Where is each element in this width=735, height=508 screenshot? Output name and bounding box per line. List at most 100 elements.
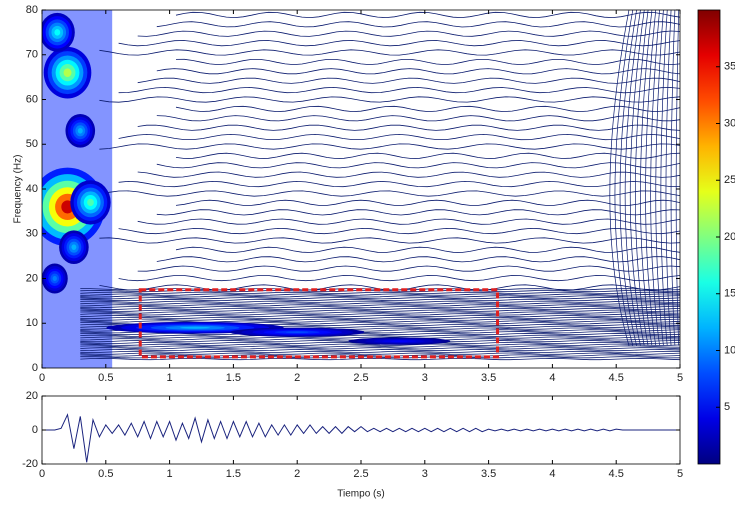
contour-line	[80, 334, 680, 337]
y-tick-label: -20	[22, 458, 38, 470]
contour-line	[80, 345, 680, 348]
contour-line	[80, 343, 680, 346]
plot-area	[42, 396, 680, 464]
contour-line	[655, 10, 664, 346]
contour-line	[99, 49, 680, 56]
contour-line	[156, 209, 680, 216]
x-tick-label: 4	[549, 468, 555, 480]
contour-line	[99, 190, 680, 197]
contour-line	[80, 309, 680, 312]
x-tick-label: 4	[549, 372, 555, 384]
contour-line	[137, 124, 680, 131]
contour-line	[118, 86, 680, 94]
contour-line	[80, 350, 680, 354]
y-tick-label: 70	[26, 49, 38, 61]
contour-line	[80, 352, 680, 355]
x-tick-label: 4.5	[609, 372, 624, 384]
contour-line	[175, 58, 680, 66]
x-tick-label: 2	[294, 468, 300, 480]
contour-line	[137, 218, 680, 225]
contour-line	[80, 316, 680, 319]
y-tick-label: 60	[26, 93, 38, 105]
contour-line	[99, 284, 680, 291]
contour-line	[156, 256, 680, 263]
highlight-box	[138, 288, 500, 359]
contour-line	[80, 314, 680, 318]
hotspot	[63, 68, 72, 77]
contour-line	[99, 237, 680, 244]
contour-line	[665, 10, 672, 346]
y-tick-label: 10	[26, 317, 38, 329]
contour-line	[609, 10, 630, 346]
contour-line	[80, 307, 680, 311]
x-tick-label: 1.5	[226, 372, 241, 384]
contour-line	[80, 297, 680, 300]
contour-line	[80, 293, 680, 296]
hotspot	[180, 326, 210, 329]
contour-line	[156, 21, 680, 28]
contour-line	[80, 313, 680, 316]
contour-line	[99, 143, 680, 150]
x-tick-label: 0	[39, 372, 45, 384]
y-tick-label: 0	[32, 362, 38, 374]
contour-line	[118, 275, 680, 282]
hotspot	[286, 331, 309, 333]
hotspot	[52, 276, 57, 281]
contour-line	[175, 199, 680, 206]
contour-line	[80, 306, 680, 309]
x-axis-label: Tiempo (s)	[337, 489, 384, 500]
contour-line	[640, 10, 653, 346]
x-tick-label: 1	[167, 468, 173, 480]
colorbar-tick-label: 15	[724, 288, 735, 300]
y-tick-label: 30	[26, 228, 38, 240]
contour-line	[80, 302, 680, 305]
x-tick-label: 3.5	[481, 468, 496, 480]
contour-line	[156, 162, 680, 169]
signal-line	[42, 413, 680, 463]
y-tick-label: 50	[26, 138, 38, 150]
contour-line	[660, 10, 668, 346]
contour-line	[80, 318, 680, 321]
contour-field	[42, 10, 680, 368]
contour-line	[175, 152, 680, 159]
contour-line	[99, 96, 680, 103]
x-tick-label: 1.5	[226, 468, 241, 480]
contour-line	[175, 11, 680, 19]
x-tick-label: 2.5	[353, 468, 368, 480]
x-tick-label: 3.5	[481, 372, 496, 384]
contour-lines	[42, 10, 680, 368]
contour-line	[619, 10, 637, 346]
colorbar-tick-label: 35	[724, 61, 735, 73]
contour-line	[156, 68, 680, 75]
y-axis-label: Frequency (Hz)	[13, 155, 24, 224]
contour-line	[175, 105, 680, 113]
contour-line	[80, 291, 680, 294]
contour-line	[80, 300, 680, 303]
x-tick-label: 2.5	[353, 372, 368, 384]
x-tick-label: 3	[422, 468, 428, 480]
contour-line	[80, 304, 680, 307]
contour-line	[624, 10, 641, 346]
colorbar-tick-label: 10	[724, 344, 735, 356]
contour-line	[80, 357, 680, 361]
contour-line	[80, 298, 680, 301]
contour-line	[80, 348, 680, 352]
colorbar-tick-label: 5	[724, 401, 730, 413]
contour-line	[118, 180, 680, 188]
hotspot	[390, 340, 408, 342]
x-tick-label: 1	[167, 372, 173, 384]
colorbar-tick-label: 25	[724, 174, 735, 186]
hotspot	[87, 198, 94, 207]
contour-line	[156, 115, 680, 122]
x-tick-label: 4.5	[609, 468, 624, 480]
y-tick-label: 20	[26, 272, 38, 284]
contour-line	[80, 336, 680, 339]
contour-line	[635, 10, 649, 346]
contour-line	[80, 347, 680, 350]
contour-line	[137, 30, 680, 37]
contour-line	[675, 10, 680, 346]
x-tick-label: 0.5	[98, 468, 113, 480]
x-tick-label: 5	[677, 468, 683, 480]
contour-line	[614, 10, 634, 346]
